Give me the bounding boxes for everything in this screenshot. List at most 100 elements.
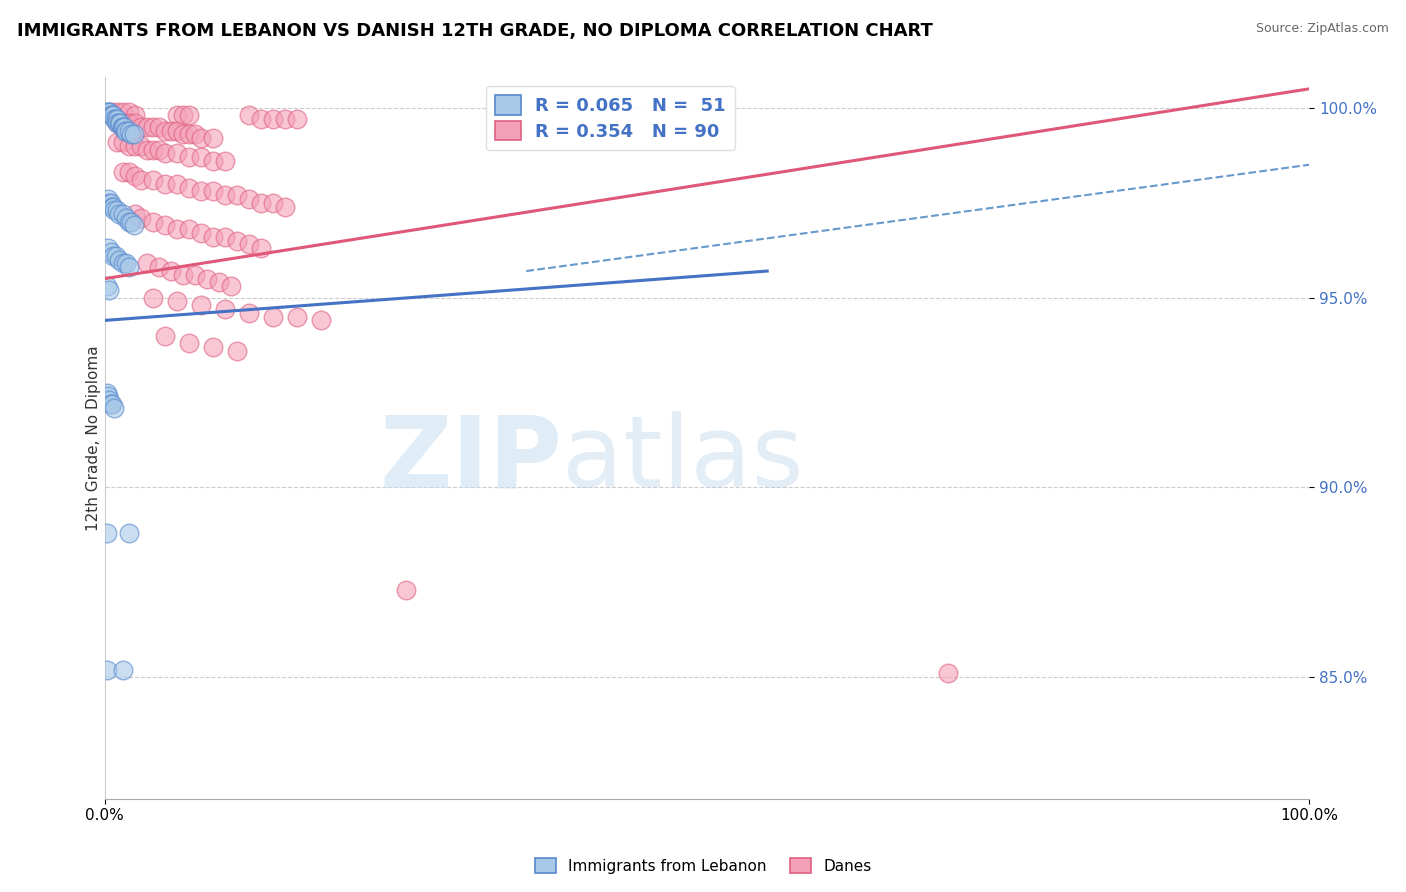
Point [153,146,176,161]
Point [101,200,124,214]
Point [124,138,146,153]
Point [103,112,125,127]
Point [97,192,120,206]
Point [108,252,131,267]
Point [250,195,273,210]
Point [226,188,249,202]
Point [250,241,273,255]
Point [104,112,127,127]
Point [108,116,131,130]
Point [166,108,188,122]
Point [115,211,138,225]
Point [135,256,157,270]
Point [98,393,121,408]
Point [105,112,128,127]
Point [274,200,297,214]
Point [96,526,118,541]
Point [226,234,249,248]
Point [148,120,170,134]
Point [101,108,124,122]
Point [103,401,125,415]
Point [120,215,142,229]
Point [111,116,134,130]
Point [97,389,120,403]
Point [115,123,138,137]
Point [172,128,194,142]
Point [101,200,124,214]
Point [262,195,284,210]
Point [148,260,170,275]
Point [142,291,165,305]
Point [177,128,200,142]
Point [287,112,309,127]
Point [124,108,146,122]
Point [104,249,127,263]
Point [202,340,225,354]
Y-axis label: 12th Grade, No Diploma: 12th Grade, No Diploma [86,345,101,531]
Point [177,336,200,351]
Point [142,173,165,187]
Point [111,135,134,149]
Point [98,104,121,119]
Point [98,283,121,297]
Point [129,138,152,153]
Point [177,222,200,236]
Text: ZIP: ZIP [380,411,562,508]
Point [214,230,236,244]
Point [110,120,132,134]
Point [101,108,124,122]
Point [122,128,145,142]
Point [96,279,118,293]
Point [105,135,128,149]
Point [142,120,165,134]
Point [219,279,242,293]
Point [105,116,128,130]
Point [118,526,141,541]
Point [208,276,231,290]
Point [100,245,122,260]
Point [166,294,188,309]
Point [96,385,118,400]
Point [238,108,260,122]
Point [172,268,194,282]
Point [111,663,134,677]
Point [101,397,124,411]
Point [110,116,132,130]
Point [124,116,146,130]
Point [120,128,142,142]
Point [190,131,212,145]
Point [135,143,157,157]
Point [195,271,218,285]
Point [184,128,207,142]
Point [122,219,145,233]
Point [287,310,309,324]
Point [129,120,152,134]
Point [100,104,122,119]
Text: IMMIGRANTS FROM LEBANON VS DANISH 12TH GRADE, NO DIPLOMA CORRELATION CHART: IMMIGRANTS FROM LEBANON VS DANISH 12TH G… [17,22,932,40]
Point [124,169,146,183]
Point [129,173,152,187]
Legend: Immigrants from Lebanon, Danes: Immigrants from Lebanon, Danes [529,852,877,880]
Point [105,104,128,119]
Point [118,260,141,275]
Point [177,150,200,164]
Point [177,108,200,122]
Point [100,397,122,411]
Point [238,237,260,252]
Point [98,195,121,210]
Legend: R = 0.065   N =  51, R = 0.354   N = 90: R = 0.065 N = 51, R = 0.354 N = 90 [486,87,735,150]
Point [135,120,157,134]
Point [936,666,959,681]
Point [166,177,188,191]
Point [153,123,176,137]
Point [153,219,176,233]
Point [100,108,122,122]
Point [111,120,134,134]
Point [114,123,136,137]
Point [190,298,212,312]
Point [153,177,176,191]
Point [111,207,134,221]
Point [112,120,135,134]
Point [166,123,188,137]
Point [190,184,212,198]
